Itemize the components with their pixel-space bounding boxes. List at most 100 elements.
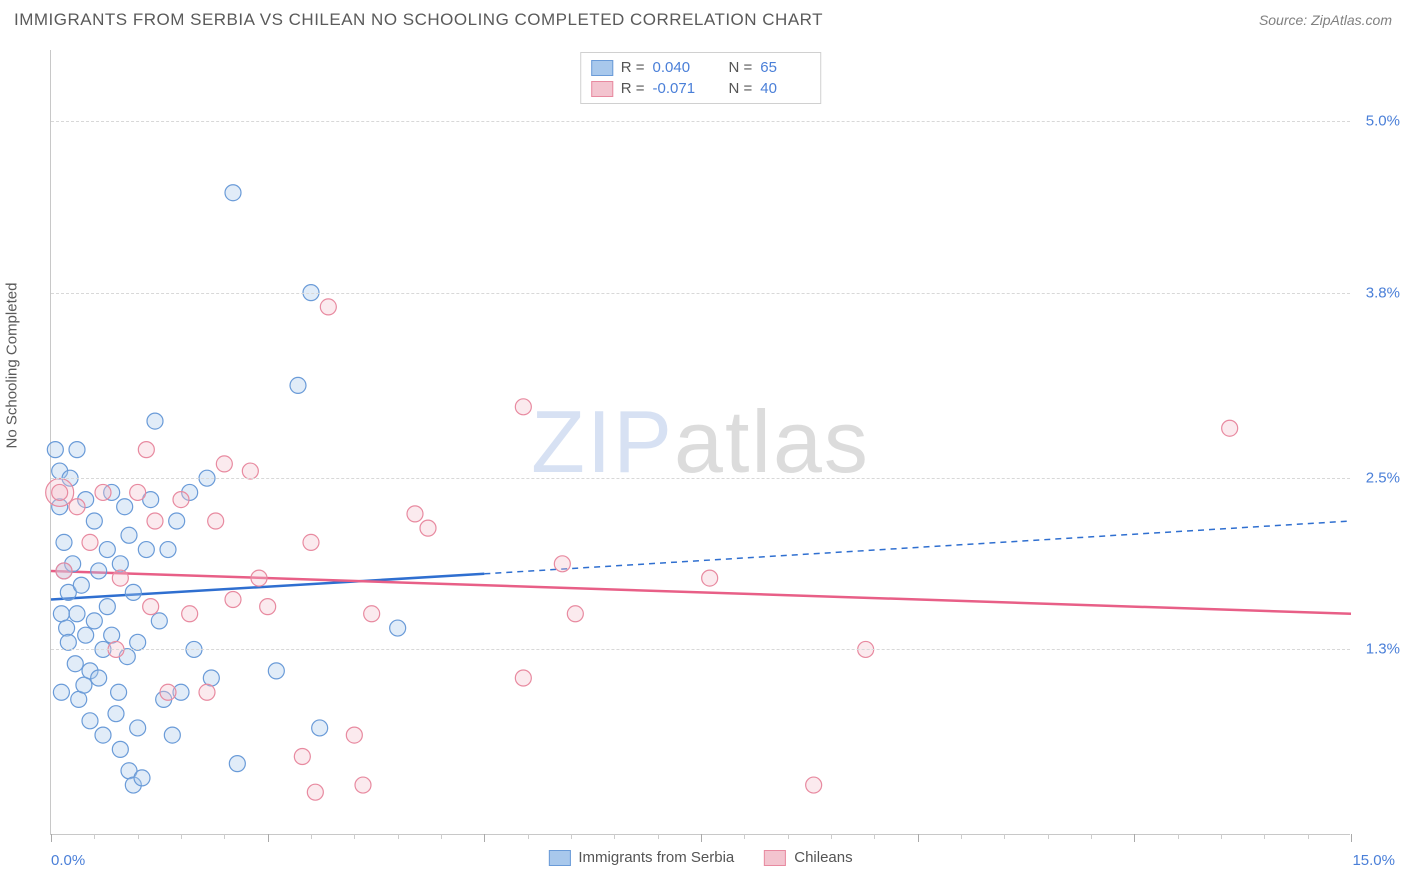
- scatter-point: [52, 484, 68, 500]
- scatter-point: [56, 534, 72, 550]
- scatter-point: [554, 556, 570, 572]
- scatter-point: [806, 777, 822, 793]
- scatter-point: [99, 599, 115, 615]
- legend-label-serbia: Immigrants from Serbia: [578, 849, 734, 866]
- x-minor-tick: [1178, 834, 1179, 839]
- scatter-point: [76, 677, 92, 693]
- x-minor-tick: [441, 834, 442, 839]
- legend-label-chileans: Chileans: [794, 849, 852, 866]
- chart-title: IMMIGRANTS FROM SERBIA VS CHILEAN NO SCH…: [14, 10, 823, 30]
- y-tick-label: 2.5%: [1355, 470, 1400, 487]
- x-minor-tick: [788, 834, 789, 839]
- legend-item-serbia: Immigrants from Serbia: [548, 849, 734, 866]
- x-minor-tick: [961, 834, 962, 839]
- scatter-point: [364, 606, 380, 622]
- swatch-serbia: [591, 60, 613, 76]
- scatter-point: [60, 634, 76, 650]
- gridline: [51, 293, 1350, 294]
- x-minor-tick: [224, 834, 225, 839]
- scatter-point: [203, 670, 219, 686]
- scatter-point: [515, 399, 531, 415]
- swatch-chileans: [591, 81, 613, 97]
- scatter-point: [53, 684, 69, 700]
- scatter-point: [138, 442, 154, 458]
- scatter-point: [69, 499, 85, 515]
- scatter-point: [108, 706, 124, 722]
- scatter-point: [67, 656, 83, 672]
- scatter-point: [702, 570, 718, 586]
- x-major-tick: [268, 834, 269, 842]
- scatter-point: [303, 534, 319, 550]
- scatter-point: [47, 442, 63, 458]
- x-minor-tick: [311, 834, 312, 839]
- n-value-serbia: 65: [760, 59, 810, 76]
- scatter-point: [69, 442, 85, 458]
- legend-item-chileans: Chileans: [764, 849, 852, 866]
- scatter-point: [268, 663, 284, 679]
- x-minor-tick: [354, 834, 355, 839]
- x-major-tick: [484, 834, 485, 842]
- scatter-point: [91, 670, 107, 686]
- scatter-point: [86, 613, 102, 629]
- x-axis-max-label: 15.0%: [1352, 852, 1395, 869]
- x-minor-tick: [1221, 834, 1222, 839]
- scatter-point: [111, 684, 127, 700]
- scatter-point: [138, 542, 154, 558]
- scatter-point: [567, 606, 583, 622]
- scatter-point: [312, 720, 328, 736]
- scatter-point: [355, 777, 371, 793]
- scatter-point: [134, 770, 150, 786]
- n-value-chileans: 40: [760, 80, 810, 97]
- x-minor-tick: [1048, 834, 1049, 839]
- x-axis-min-label: 0.0%: [51, 852, 85, 869]
- scatter-point: [169, 513, 185, 529]
- scatter-point: [53, 606, 69, 622]
- legend-swatch-serbia: [548, 850, 570, 866]
- stats-legend: R = 0.040 N = 65 R = -0.071 N = 40: [580, 52, 822, 104]
- scatter-point: [147, 513, 163, 529]
- legend-swatch-chileans: [764, 850, 786, 866]
- scatter-point: [82, 713, 98, 729]
- scatter-point: [242, 463, 258, 479]
- scatter-point: [147, 413, 163, 429]
- scatter-points-layer: [51, 50, 1350, 834]
- chart-header: IMMIGRANTS FROM SERBIA VS CHILEAN NO SCH…: [14, 10, 1392, 30]
- scatter-point: [164, 727, 180, 743]
- scatter-point: [82, 534, 98, 550]
- scatter-point: [143, 599, 159, 615]
- x-minor-tick: [1004, 834, 1005, 839]
- scatter-point: [151, 613, 167, 629]
- scatter-point: [182, 606, 198, 622]
- scatter-point: [251, 570, 267, 586]
- scatter-point: [130, 484, 146, 500]
- x-minor-tick: [138, 834, 139, 839]
- scatter-point: [390, 620, 406, 636]
- scatter-point: [407, 506, 423, 522]
- x-minor-tick: [571, 834, 572, 839]
- x-major-tick: [1351, 834, 1352, 842]
- x-major-tick: [51, 834, 52, 842]
- scatter-point: [346, 727, 362, 743]
- scatter-point: [160, 542, 176, 558]
- x-minor-tick: [398, 834, 399, 839]
- scatter-point: [290, 377, 306, 393]
- scatter-point: [104, 627, 120, 643]
- n-label: N =: [729, 80, 753, 97]
- x-minor-tick: [874, 834, 875, 839]
- scatter-point: [78, 627, 94, 643]
- scatter-point: [225, 185, 241, 201]
- scatter-point: [112, 570, 128, 586]
- series-legend: Immigrants from Serbia Chileans: [548, 849, 852, 866]
- scatter-point: [1222, 420, 1238, 436]
- y-tick-label: 3.8%: [1355, 284, 1400, 301]
- scatter-point: [117, 499, 133, 515]
- source-attribution: Source: ZipAtlas.com: [1259, 12, 1392, 28]
- scatter-point: [121, 527, 137, 543]
- stats-row-serbia: R = 0.040 N = 65: [591, 57, 811, 78]
- scatter-point: [125, 584, 141, 600]
- n-label: N =: [729, 59, 753, 76]
- scatter-point: [225, 592, 241, 608]
- scatter-point: [173, 492, 189, 508]
- x-minor-tick: [744, 834, 745, 839]
- x-minor-tick: [614, 834, 615, 839]
